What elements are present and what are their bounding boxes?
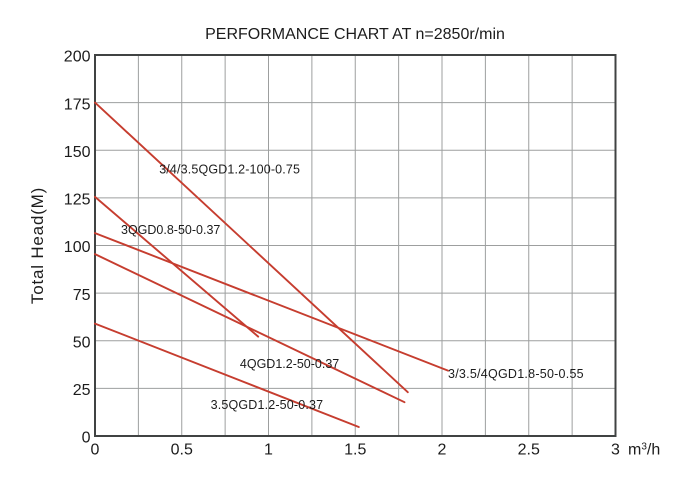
svg-text:100: 100 bbox=[64, 239, 91, 256]
svg-text:3: 3 bbox=[611, 441, 620, 458]
svg-text:3/3.5/4QGD1.8-50-0.55: 3/3.5/4QGD1.8-50-0.55 bbox=[448, 367, 584, 381]
svg-text:1.5: 1.5 bbox=[344, 441, 366, 458]
svg-text:200: 200 bbox=[64, 49, 91, 66]
svg-text:0: 0 bbox=[91, 441, 100, 458]
svg-text:50: 50 bbox=[73, 335, 91, 352]
svg-text:75: 75 bbox=[73, 287, 91, 304]
svg-text:2.5: 2.5 bbox=[518, 441, 540, 458]
svg-text:3/4/3.5QGD1.2-100-0.75: 3/4/3.5QGD1.2-100-0.75 bbox=[159, 162, 300, 176]
svg-text:1: 1 bbox=[264, 441, 273, 458]
svg-text:150: 150 bbox=[64, 144, 91, 161]
svg-text:2: 2 bbox=[438, 441, 447, 458]
svg-text:175: 175 bbox=[64, 96, 91, 113]
svg-text:m3/h: m3/h bbox=[628, 441, 660, 458]
svg-text:0.5: 0.5 bbox=[171, 441, 193, 458]
svg-text:3.5QGD1.2-50-0.37: 3.5QGD1.2-50-0.37 bbox=[211, 398, 324, 412]
svg-text:Total Head(M): Total Head(M) bbox=[28, 187, 47, 304]
svg-text:PERFORMANCE CHART AT n=2850r/m: PERFORMANCE CHART AT n=2850r/min bbox=[205, 26, 505, 43]
svg-text:4QGD1.2-50-0.37: 4QGD1.2-50-0.37 bbox=[240, 357, 339, 371]
svg-text:125: 125 bbox=[64, 192, 91, 209]
svg-text:25: 25 bbox=[73, 382, 91, 399]
svg-text:0: 0 bbox=[82, 430, 91, 447]
svg-text:3QGD0.8-50-0.37: 3QGD0.8-50-0.37 bbox=[121, 223, 220, 237]
